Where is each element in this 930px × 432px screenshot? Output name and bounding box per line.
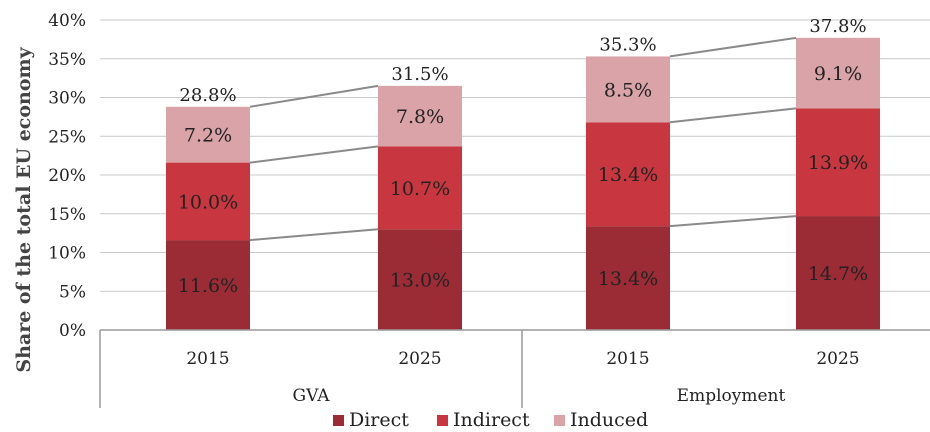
segment-value-label: 7.2%: [184, 125, 232, 147]
bar-induced-3: [586, 56, 670, 123]
bar-direct-4: [796, 216, 880, 330]
y-tick-label: 35%: [48, 50, 86, 70]
y-tick-label: 10%: [48, 244, 86, 264]
connector-lines: [249, 36, 797, 242]
y-tick-label: 15%: [48, 205, 86, 225]
segment-value-label: 13.9%: [808, 152, 868, 174]
legend-label-direct: Direct: [349, 409, 409, 431]
segment-value-label: 8.5%: [604, 79, 652, 101]
y-axis-ticks: 0% 5% 10% 15% 20% 25% 30% 35% 40%: [48, 11, 86, 341]
segment-value-label: 13.4%: [598, 268, 658, 290]
bar-indirect-2: [378, 146, 462, 230]
y-tick-label: 20%: [48, 166, 86, 186]
y-axis-label: Share of the total EU economy: [13, 46, 35, 372]
bar-direct-1: [166, 240, 250, 330]
legend-label-induced: Induced: [570, 409, 648, 431]
connector-line: [249, 228, 379, 242]
segment-value-label: 10.0%: [178, 191, 238, 213]
x-tick-label: 2015: [186, 349, 229, 369]
segment-value-label: 7.8%: [396, 106, 444, 128]
total-value-label: 31.5%: [391, 64, 448, 85]
y-tick-label: 25%: [48, 127, 86, 147]
bars: [166, 37, 880, 330]
group-label: GVA: [293, 386, 331, 406]
connector-line: [669, 36, 797, 58]
group-label: Employment: [677, 386, 786, 406]
x-tick-label: 2025: [816, 349, 859, 369]
legend-swatch-direct: [333, 415, 344, 426]
connector-line: [669, 107, 797, 124]
total-value-label: 35.3%: [599, 34, 656, 55]
bar-labels: 11.6% 10.0% 7.2% 28.8% 13.0% 10.7% 7.8% 31.5% 13…: [178, 16, 868, 297]
segment-value-label: 14.7%: [808, 263, 868, 285]
segment-value-label: 11.6%: [178, 275, 238, 297]
legend-swatch-induced: [554, 415, 565, 426]
bar-induced-4: [796, 37, 880, 109]
bar-induced-1: [166, 106, 250, 163]
legend-swatch-indirect: [437, 415, 448, 426]
total-value-label: 37.8%: [809, 16, 866, 37]
segment-value-label: 13.0%: [390, 270, 450, 292]
connector-line: [669, 215, 797, 228]
segment-value-label: 9.1%: [814, 63, 862, 85]
segment-value-label: 13.4%: [598, 164, 658, 186]
segment-value-label: 10.7%: [390, 178, 450, 200]
x-axis: 2015 2025 2015 2025 GVA Employment: [99, 329, 930, 408]
y-tick-label: 30%: [48, 89, 86, 109]
x-tick-label: 2015: [606, 349, 649, 369]
bar-direct-2: [378, 229, 462, 330]
total-value-label: 28.8%: [179, 85, 236, 106]
legend: Direct Indirect Induced: [333, 409, 648, 431]
x-tick-label: 2025: [398, 349, 441, 369]
connector-line: [249, 84, 379, 108]
bar-induced-2: [378, 85, 462, 147]
bar-indirect-1: [166, 162, 250, 241]
bar-indirect-4: [796, 108, 880, 217]
legend-label-indirect: Indirect: [453, 409, 530, 431]
bar-indirect-3: [586, 122, 670, 227]
y-tick-label: 0%: [59, 321, 86, 341]
connector-line: [249, 145, 379, 164]
bar-direct-3: [586, 226, 670, 330]
y-tick-label: 40%: [48, 11, 86, 31]
y-tick-label: 5%: [59, 282, 86, 302]
